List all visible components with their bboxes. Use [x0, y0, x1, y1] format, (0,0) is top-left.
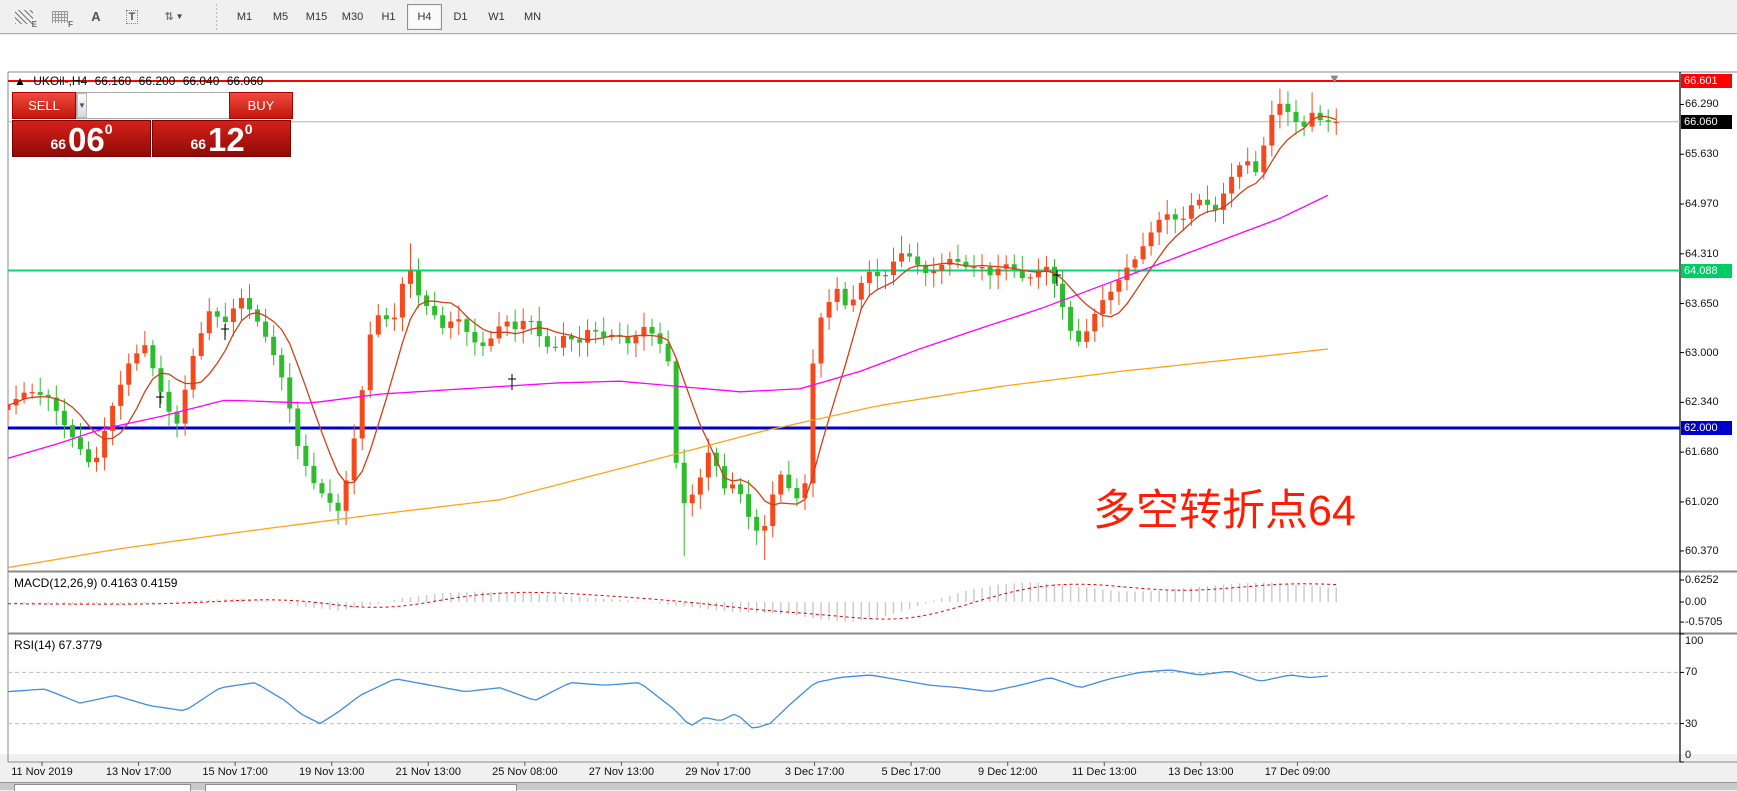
fibonacci-tool-icon	[52, 10, 68, 23]
volume-stepper: ▼ ▲	[76, 92, 281, 119]
price-level-badge: 64.088	[1681, 263, 1732, 278]
macd-indicator-label: MACD(12,26,9) 0.4163 0.4159	[14, 576, 178, 590]
channel-tool-sub: E	[31, 19, 37, 29]
scroll-to-end-marker[interactable]: ▼	[1328, 71, 1341, 86]
chevron-down-icon: ▼	[175, 12, 184, 21]
buy-price-small: 66	[190, 136, 207, 152]
price-tick-label: 63.000	[1685, 346, 1719, 359]
timeframe-button-h1[interactable]: H1	[381, 10, 396, 23]
timeframe-group: M1 M5 M15 M30 H1 H4 D1 W1 MN	[227, 3, 551, 30]
chart-annotation-text: 多空转折点64	[1093, 487, 1356, 535]
price-tick-label: 61.680	[1685, 446, 1719, 459]
timeframe-button-w1[interactable]: W1	[488, 10, 505, 23]
high-value: 66.200	[138, 74, 176, 88]
time-tick-label: 11 Dec 13:00	[1071, 766, 1137, 778]
channel-tool-button[interactable]: E	[8, 3, 40, 31]
chart-tab[interactable]	[205, 784, 517, 791]
time-tick-label: 5 Dec 17:00	[881, 766, 941, 778]
sell-price-box[interactable]: 66 06 0	[12, 120, 151, 157]
price-level-badge: 66.060	[1681, 114, 1732, 129]
timeframe-button-m1[interactable]: M1	[236, 10, 253, 23]
symbol-period-label: UKOil-,H4	[33, 74, 88, 88]
fibonacci-tool-sub: F	[68, 19, 73, 29]
arrows-tool-icon: ⇅	[164, 11, 173, 23]
toolbar-separator	[216, 3, 217, 30]
buy-button[interactable]: BUY	[229, 92, 293, 119]
rsi-tick-label: 0	[1685, 749, 1692, 761]
timeframe-button-h4[interactable]: H4	[407, 3, 442, 30]
price-level-badge: 66.601	[1681, 74, 1732, 88]
rsi-tick-label: 100	[1685, 635, 1704, 647]
price-level-badge: 62.000	[1681, 421, 1732, 435]
text-tool-button[interactable]: A	[80, 3, 112, 31]
price-tick-label: 63.650	[1685, 297, 1719, 310]
time-tick-label: 25 Nov 08:00	[492, 766, 558, 778]
top-toolbar: E F A T ⇅ ▼ M1 M5 M15 M30 H1 H4 D1 W1 MN	[0, 0, 1737, 34]
timeframe-button-m5[interactable]: M5	[272, 10, 289, 23]
text-tool-icon: A	[91, 9, 101, 24]
rsi-tick-label: 70	[1685, 666, 1698, 679]
macd-tick-label: 0.00	[1685, 596, 1707, 608]
price-tick-label: 61.020	[1685, 495, 1719, 508]
time-tick-label: 27 Nov 13:00	[588, 766, 655, 778]
time-tick-label: 29 Nov 17:00	[685, 766, 751, 778]
time-tick-label: 13 Dec 13:00	[1168, 766, 1234, 778]
time-tick-label: 19 Nov 13:00	[298, 766, 365, 778]
time-tick-label: 21 Nov 13:00	[395, 766, 461, 778]
chart-ohlc-header: ▲ UKOil-,H4 66.160 66.200 66.040 66.060	[14, 74, 267, 88]
price-tick-label: 64.970	[1685, 198, 1719, 210]
sell-button[interactable]: SELL	[12, 92, 76, 119]
volume-decrease-button[interactable]: ▼	[77, 93, 87, 118]
label-tool-button[interactable]: T	[116, 3, 148, 31]
buy-price-box[interactable]: 66 12 0	[152, 120, 291, 157]
sell-price-sup: 0	[104, 121, 113, 137]
time-tick-label: 9 Dec 12:00	[978, 766, 1038, 778]
one-click-trading-panel: SELL ▼ ▲ BUY 66 06 0 66 12 0	[12, 92, 293, 157]
close-value: 66.060	[226, 74, 264, 88]
chart-shift-marker: ▲	[14, 74, 26, 88]
fibonacci-tool-button[interactable]: F	[44, 3, 76, 31]
time-tick-label: 15 Nov 17:00	[202, 766, 268, 778]
rsi-indicator-label: RSI(14) 67.3779	[14, 638, 103, 652]
open-value: 66.160	[94, 74, 132, 88]
channel-tool-icon	[15, 9, 33, 24]
arrows-tool-button[interactable]: ⇅ ▼	[152, 3, 196, 31]
label-tool-icon: T	[125, 9, 139, 24]
time-tick-label: 11 Nov 2019	[11, 766, 73, 778]
buy-price-big: 12	[208, 120, 245, 158]
macd-tick-label: 0.6252	[1685, 573, 1719, 586]
sell-price-small: 66	[50, 136, 67, 152]
low-value: 66.040	[182, 74, 220, 88]
price-tick-label: 66.290	[1685, 98, 1719, 111]
timeframe-button-mn[interactable]: MN	[523, 10, 542, 23]
rsi-tick-label: 30	[1685, 717, 1698, 730]
timeframe-button-d1[interactable]: D1	[453, 10, 468, 23]
price-tick-label: 65.630	[1685, 148, 1719, 161]
price-tick-label: 64.310	[1685, 247, 1719, 260]
time-tick-label: 13 Nov 17:00	[105, 766, 172, 778]
price-tick-label: 62.340	[1685, 396, 1719, 409]
buy-price-sup: 0	[244, 121, 253, 137]
time-tick-label: 17 Dec 09:00	[1264, 766, 1331, 778]
macd-tick-label: -0.5705	[1685, 616, 1723, 629]
bottom-tab-strip	[0, 782, 1737, 791]
sell-price-big: 06	[68, 120, 105, 158]
price-chart-canvas[interactable]	[0, 35, 1737, 789]
timeframe-button-m30[interactable]: M30	[341, 10, 364, 23]
time-tick-label: 3 Dec 17:00	[784, 766, 845, 778]
chart-tab[interactable]	[14, 784, 191, 791]
chart-window[interactable]: ▲ UKOil-,H4 66.160 66.200 66.040 66.060 …	[0, 35, 1737, 791]
price-tick-label: 60.370	[1685, 544, 1719, 557]
timeframe-button-m15[interactable]: M15	[305, 10, 328, 23]
